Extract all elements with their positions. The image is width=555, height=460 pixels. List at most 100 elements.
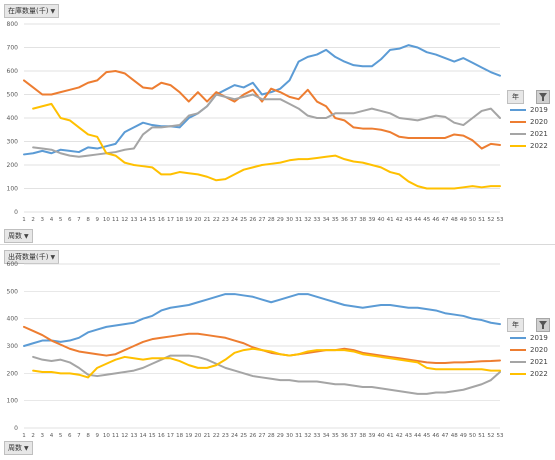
x-tick-label: 43 [405, 217, 412, 223]
x-tick-label: 29 [277, 217, 284, 223]
legend-item: 2022 [510, 140, 548, 152]
y-tick-label: 200 [7, 370, 19, 377]
x-tick-label: 34 [323, 433, 330, 439]
x-tick-label: 17 [167, 433, 174, 439]
chart-title-field-button[interactable]: 在庫数量(千) ▼ [4, 4, 60, 18]
series-line-2020 [23, 325, 501, 364]
x-tick-label: 41 [387, 217, 394, 223]
x-tick-label: 28 [268, 433, 275, 439]
legend-item: 2021 [510, 356, 548, 368]
x-tick-label: 1 [22, 217, 26, 223]
x-tick-label: 51 [478, 433, 485, 439]
x-tick-label: 52 [487, 217, 494, 223]
x-tick-label: 37 [350, 433, 357, 439]
x-tick-label: 31 [295, 217, 302, 223]
legend-swatch [510, 133, 526, 135]
x-tick-label: 37 [350, 217, 357, 223]
x-tick-label: 36 [341, 433, 348, 439]
x-tick-label: 27 [259, 433, 266, 439]
x-tick-label: 23 [222, 433, 229, 439]
x-axis-field-button[interactable]: 周数 ▼ [4, 229, 33, 243]
x-tick-label: 15 [149, 217, 156, 223]
y-tick-label: 500 [7, 288, 19, 295]
x-tick-label: 19 [185, 433, 192, 439]
legend-swatch [510, 121, 526, 123]
chart-title-field-button[interactable]: 出荷数量(千) ▼ [4, 250, 60, 264]
x-tick-label: 8 [86, 217, 90, 223]
x-tick-label: 26 [249, 433, 256, 439]
legend-field-button[interactable]: 年 [507, 90, 524, 104]
y-tick-label: 0 [14, 209, 18, 216]
x-tick-label: 25 [240, 433, 247, 439]
legend-label: 2021 [530, 130, 548, 138]
x-axis-field-button[interactable]: 周数 ▼ [4, 441, 33, 455]
x-tick-label: 35 [332, 433, 339, 439]
x-tick-label: 35 [332, 217, 339, 223]
legend-item: 2021 [510, 128, 548, 140]
legend-item: 2019 [510, 104, 548, 116]
panel-divider [0, 244, 555, 245]
x-tick-label: 27 [259, 217, 266, 223]
legend-swatch [510, 361, 526, 363]
x-tick-label: 36 [341, 217, 348, 223]
series-line-2022 [32, 347, 501, 379]
series-line-2020 [23, 70, 501, 150]
x-tick-label: 48 [451, 433, 458, 439]
legend-swatch [510, 373, 526, 375]
filter-icon[interactable] [536, 90, 550, 104]
x-tick-label: 28 [268, 217, 275, 223]
x-tick-label: 50 [469, 433, 476, 439]
x-tick-label: 12 [121, 433, 128, 439]
x-tick-label: 22 [213, 217, 220, 223]
x-tick-label: 7 [77, 217, 81, 223]
x-tick-label: 6 [68, 433, 72, 439]
x-tick-label: 34 [323, 217, 330, 223]
x-tick-label: 21 [204, 217, 211, 223]
inventory-chart-panel: 在庫数量(千) ▼ 周数 ▼ 年 2019 2020 2021 2022 0 100 200 3… [4, 4, 550, 243]
series-line-2021 [32, 354, 501, 395]
x-tick-label: 52 [487, 433, 494, 439]
x-tick-label: 41 [387, 433, 394, 439]
x-tick-label: 20 [194, 217, 201, 223]
x-tick-label: 42 [396, 433, 403, 439]
y-tick-label: 600 [7, 68, 19, 75]
x-tick-label: 25 [240, 217, 247, 223]
legend-field-button[interactable]: 年 [507, 318, 524, 332]
x-tick-label: 17 [167, 217, 174, 223]
x-tick-label: 51 [478, 217, 485, 223]
x-tick-label: 44 [414, 217, 421, 223]
x-tick-label: 5 [59, 217, 63, 223]
x-tick-label: 40 [378, 433, 385, 439]
x-tick-label: 24 [231, 217, 238, 223]
x-tick-label: 47 [442, 433, 449, 439]
legend-swatch [510, 145, 526, 147]
x-tick-label: 9 [95, 433, 99, 439]
x-tick-label: 42 [396, 217, 403, 223]
y-tick-label: 200 [7, 162, 19, 169]
chart-legend: 2019 2020 2021 2022 [510, 332, 548, 380]
x-tick-label: 31 [295, 433, 302, 439]
x-tick-label: 45 [423, 217, 430, 223]
x-tick-label: 30 [286, 433, 293, 439]
x-tick-label: 48 [451, 217, 458, 223]
x-tick-label: 40 [378, 217, 385, 223]
y-tick-label: 300 [7, 139, 19, 146]
x-tick-label: 9 [95, 217, 99, 223]
x-tick-label: 33 [313, 217, 320, 223]
legend-item: 2019 [510, 332, 548, 344]
x-tick-label: 10 [103, 217, 110, 223]
legend-swatch [510, 109, 526, 111]
x-tick-label: 18 [176, 433, 183, 439]
x-tick-label: 4 [50, 433, 54, 439]
x-tick-label: 47 [442, 217, 449, 223]
x-tick-label: 16 [158, 433, 165, 439]
x-tick-label: 14 [140, 217, 147, 223]
x-tick-label: 14 [140, 433, 147, 439]
filter-icon[interactable] [536, 318, 550, 332]
x-tick-label: 33 [313, 433, 320, 439]
legend-label: 2022 [530, 142, 548, 150]
x-tick-label: 22 [213, 433, 220, 439]
x-tick-label: 13 [130, 217, 137, 223]
